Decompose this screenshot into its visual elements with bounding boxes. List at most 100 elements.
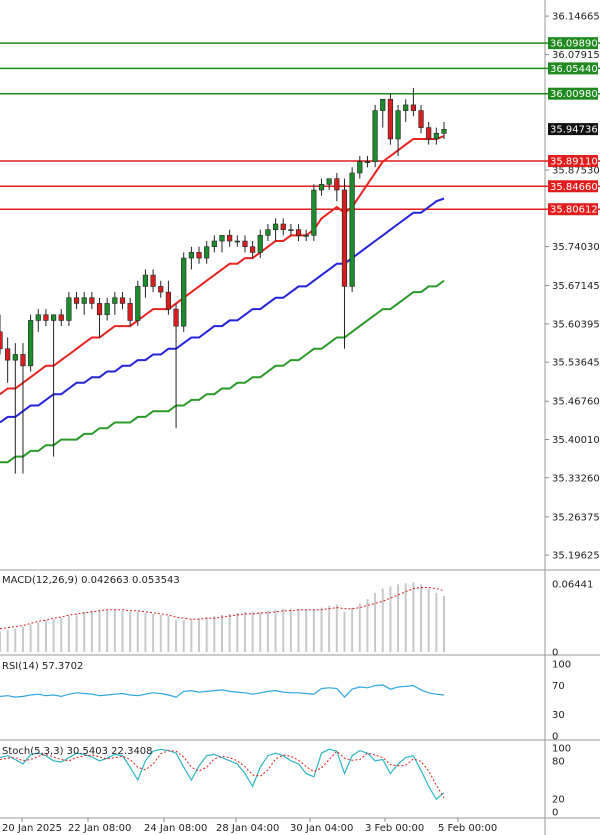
y-tick-label: 35.40010	[552, 435, 600, 446]
candle	[43, 309, 49, 327]
candle	[410, 87, 416, 117]
candle	[127, 297, 133, 327]
candle-body	[387, 98, 394, 140]
candle-body	[372, 110, 378, 162]
support-level-label: 35.84660	[550, 182, 598, 193]
candle-body	[196, 252, 202, 259]
resistance-level-tag	[548, 37, 598, 50]
candle-body	[5, 348, 11, 361]
candle-body	[173, 308, 179, 327]
candle	[66, 292, 72, 327]
candle-body	[0, 331, 3, 350]
candle-body	[135, 286, 141, 321]
candle-body	[295, 229, 302, 236]
macd-y-tick-label: 0	[552, 648, 558, 659]
x-tick-label: 30 Jan 04:00	[290, 823, 353, 834]
candle	[426, 121, 432, 145]
candle-body	[326, 178, 332, 185]
candle-body	[96, 303, 103, 316]
candle	[119, 292, 126, 310]
candle-body	[280, 223, 286, 231]
candle-body	[50, 314, 57, 321]
candle-body	[288, 229, 294, 232]
candle	[20, 343, 26, 474]
candle	[89, 292, 95, 310]
candle	[433, 127, 439, 145]
y-tick-label: 36.14665	[552, 12, 600, 23]
candle-body	[12, 354, 18, 361]
candle	[318, 178, 325, 196]
stoch-y-tick-label: 20	[552, 795, 565, 806]
candle	[288, 224, 294, 236]
candle	[5, 337, 11, 383]
candle-body	[426, 127, 432, 140]
current-price-label: 35.94736	[550, 125, 598, 136]
candle	[196, 246, 202, 264]
candle-body	[127, 303, 133, 321]
x-tick-label: 22 Jan 08:00	[68, 823, 131, 834]
candle	[380, 98, 386, 128]
y-tick-label: 35.26375	[552, 512, 600, 523]
y-tick-label: 36.07915	[552, 50, 600, 61]
x-axis: 20 Jan 2025 22 Jan 08:00 24 Jan 08:00 28 Ja…	[2, 818, 497, 834]
candle-body	[403, 104, 409, 111]
candle	[188, 246, 194, 270]
candle-body	[188, 252, 194, 259]
candle-body	[257, 235, 263, 253]
candle	[242, 235, 248, 253]
candle-body	[219, 235, 225, 242]
x-tick-label: 28 Jan 04:00	[216, 823, 279, 834]
candle-body	[142, 274, 149, 287]
stoch-y-tick-label: 100	[552, 744, 571, 755]
stoch-y-tick-label: 0	[552, 808, 558, 819]
x-tick-label: 5 Feb 00:00	[438, 823, 497, 834]
support-level-tag	[548, 155, 598, 168]
moving-average-line	[0, 279, 445, 464]
x-tick-label: 24 Jan 08:00	[144, 823, 207, 834]
y-tick-label: 35.19625	[552, 551, 600, 562]
candle-body	[364, 161, 371, 163]
candle	[135, 280, 141, 327]
resistance-level-label: 36.09890	[550, 39, 598, 50]
candle	[364, 155, 371, 168]
macd-panel: 0.06441 0	[0, 579, 600, 659]
resistance-level-tag	[548, 87, 598, 100]
stoch-y-tick-label: 80	[552, 756, 565, 767]
candle-body	[433, 132, 439, 140]
rsi-y-tick-label: 100	[552, 660, 571, 671]
candle-body	[66, 297, 72, 321]
candle	[204, 241, 210, 264]
current-price-tag	[548, 123, 598, 136]
moving-average-line	[0, 197, 445, 424]
support-level-tag	[548, 203, 598, 216]
candle-body	[81, 297, 87, 304]
candle	[150, 269, 156, 293]
stoch-d-line	[0, 750, 445, 799]
candle	[341, 178, 348, 349]
candle	[334, 172, 340, 202]
stoch-k-line	[0, 748, 445, 801]
moving-average-line	[0, 135, 445, 396]
y-tick-label: 35.87530	[552, 165, 600, 176]
candle-body	[318, 184, 325, 191]
candle	[280, 218, 286, 236]
candle-body	[334, 178, 340, 191]
candle-body	[43, 314, 49, 321]
candle-body	[227, 235, 233, 242]
candle	[303, 229, 309, 242]
macd-y-tick-label: 0.06441	[552, 579, 593, 590]
candle-body	[242, 240, 248, 248]
candle	[158, 280, 164, 298]
y-tick-label: 35.60395	[552, 319, 600, 330]
candle	[257, 229, 263, 259]
candle-body	[204, 246, 210, 259]
resistance-level-label: 36.00980	[550, 89, 598, 100]
candle	[12, 343, 18, 474]
candle-body	[20, 354, 26, 367]
y-tick-label: 35.53645	[552, 358, 600, 369]
candle-body	[119, 297, 126, 304]
candle	[0, 314, 3, 355]
candle-body	[341, 189, 348, 287]
